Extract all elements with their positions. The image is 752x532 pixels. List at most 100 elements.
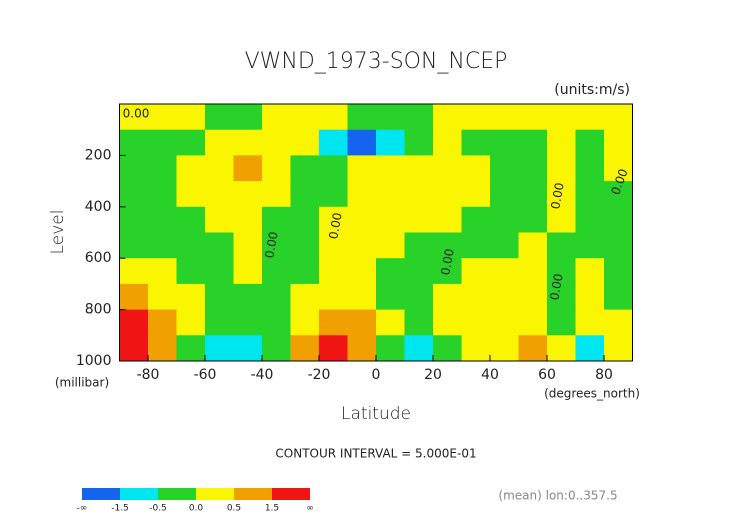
y-tick-label: 200 xyxy=(85,147,112,163)
contour-cell xyxy=(205,155,234,182)
contour-cell xyxy=(604,283,633,311)
contour-cell xyxy=(119,283,149,311)
contour-cell xyxy=(575,155,605,182)
contour-cell xyxy=(205,335,234,362)
contour-cell xyxy=(461,155,491,182)
contour-cell xyxy=(518,206,548,233)
contour-cell xyxy=(575,283,605,311)
contour-cell xyxy=(119,232,149,259)
contour-cell xyxy=(176,129,206,156)
contour-cell xyxy=(319,309,348,336)
contour-cell xyxy=(461,232,491,259)
contour-cell xyxy=(547,104,576,131)
contour-cell xyxy=(233,258,263,285)
contour-cell xyxy=(205,309,234,336)
contour-cell xyxy=(233,129,263,156)
contour-cell xyxy=(376,206,405,233)
contour-cell xyxy=(148,129,177,156)
contour-cell xyxy=(490,181,519,208)
contour-cell xyxy=(148,181,177,208)
contour-cell xyxy=(347,232,377,259)
contour-cell xyxy=(433,181,462,208)
contour-cell xyxy=(518,232,548,259)
contour-cell xyxy=(347,155,377,182)
contour-cell xyxy=(347,335,377,362)
contour-cell xyxy=(404,104,434,131)
contour-cell xyxy=(518,283,548,311)
contour-cell xyxy=(604,258,633,285)
contour-cell xyxy=(518,258,548,285)
contour-cell xyxy=(262,283,291,311)
contour-cell xyxy=(575,309,605,336)
contour-cell xyxy=(319,104,348,131)
contour-cell xyxy=(518,129,548,156)
colorbar-swatch xyxy=(272,488,310,500)
contour-cell xyxy=(604,335,633,362)
contour-cell xyxy=(176,181,206,208)
contour-cell xyxy=(604,129,633,156)
contour-cell xyxy=(290,309,320,336)
contour-cell xyxy=(575,181,605,208)
x-tick-label: -20 xyxy=(308,367,331,383)
contour-cell xyxy=(433,283,462,311)
colorbar-label: 0.5 xyxy=(227,504,241,514)
contour-cell xyxy=(233,232,263,259)
contour-label: 0.00 xyxy=(123,107,150,121)
contour-cell xyxy=(319,129,348,156)
x-axis-title: Latitude xyxy=(341,404,411,424)
contour-cell xyxy=(262,104,291,131)
contour-cell xyxy=(547,309,576,336)
contour-cell xyxy=(404,335,434,362)
contour-cell xyxy=(233,206,263,233)
contour-cell xyxy=(490,129,519,156)
contour-cell xyxy=(547,206,576,233)
contour-cell xyxy=(347,181,377,208)
contour-cell xyxy=(347,309,377,336)
contour-cell xyxy=(376,232,405,259)
contour-cell xyxy=(262,181,291,208)
contour-cell xyxy=(233,335,263,362)
x-unit: (degrees_north) xyxy=(544,387,640,401)
contour-cell xyxy=(319,155,348,182)
contour-cell xyxy=(119,129,149,156)
contour-cell xyxy=(404,129,434,156)
contour-label: 0.00 xyxy=(438,248,456,277)
contour-cell xyxy=(575,258,605,285)
footnote: (mean) lon:0..357.5 xyxy=(498,489,617,503)
contour-cell xyxy=(319,181,348,208)
contour-cell xyxy=(119,181,149,208)
contour-cell xyxy=(148,309,177,336)
contour-cell xyxy=(233,283,263,311)
contour-cell xyxy=(461,129,491,156)
contour-cell xyxy=(575,129,605,156)
contour-cell xyxy=(290,335,320,362)
contour-cell xyxy=(119,309,149,336)
contour-cell xyxy=(433,104,462,131)
contour-cell xyxy=(205,104,234,131)
contour-cell xyxy=(376,283,405,311)
colorbar-swatch xyxy=(158,488,196,500)
contour-cell xyxy=(518,155,548,182)
x-tick-label: 0 xyxy=(372,367,381,383)
contour-cell xyxy=(347,283,377,311)
contour-cell xyxy=(290,104,320,131)
contour-cell xyxy=(233,155,263,182)
contour-cell xyxy=(490,232,519,259)
contour-cell xyxy=(518,181,548,208)
contour-cell xyxy=(575,206,605,233)
contour-cell xyxy=(376,335,405,362)
contour-cell xyxy=(176,335,206,362)
contour-cell xyxy=(148,232,177,259)
contour-cell xyxy=(433,258,462,285)
contour-cell xyxy=(347,129,377,156)
contour-cell xyxy=(604,104,633,131)
y-tick-label: 800 xyxy=(85,302,112,318)
contour-cell xyxy=(205,181,234,208)
contour-cell xyxy=(404,283,434,311)
colorbar-swatch xyxy=(196,488,234,500)
y-tick-label: 600 xyxy=(85,250,112,266)
contour-cell xyxy=(575,104,605,131)
contour-cell xyxy=(433,155,462,182)
contour-cell xyxy=(518,309,548,336)
